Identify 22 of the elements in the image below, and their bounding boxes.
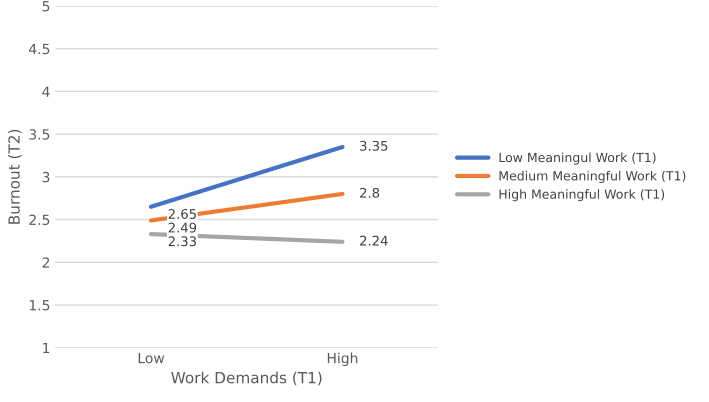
y-tick-label: 2.5 bbox=[29, 214, 50, 226]
legend-label: High Meaningful Work (T1) bbox=[500, 189, 664, 202]
y-tick-label: 3.5 bbox=[29, 129, 50, 140]
data-label: 2.8 bbox=[360, 188, 380, 198]
data-label: 2.33 bbox=[168, 236, 196, 246]
y-tick-label: 4.5 bbox=[29, 44, 50, 54]
data-label: 2.49 bbox=[168, 222, 196, 233]
data-label: 2.65 bbox=[168, 208, 196, 219]
y-tick-label: 1.5 bbox=[30, 300, 50, 310]
legend-label: Medium Meaningful Work (T1) bbox=[500, 170, 686, 183]
y-tick-label: 4 bbox=[42, 86, 50, 97]
legend-label: Low Meaningul Work (T1) bbox=[500, 152, 656, 165]
data-label: 3.35 bbox=[360, 140, 388, 151]
x-axis-title: Work Demands (T1) bbox=[171, 372, 322, 386]
y-axis-title: Burnout (T2) bbox=[8, 130, 22, 224]
y-tick-label: 2 bbox=[42, 257, 50, 268]
x-tick-label: Low bbox=[138, 353, 164, 364]
y-tick-label: 3 bbox=[42, 172, 50, 182]
y-tick-label: 1 bbox=[43, 342, 50, 354]
x-tick-label: High bbox=[328, 352, 358, 366]
data-label: 2.24 bbox=[360, 236, 388, 246]
y-tick-label: 5 bbox=[42, 1, 50, 12]
